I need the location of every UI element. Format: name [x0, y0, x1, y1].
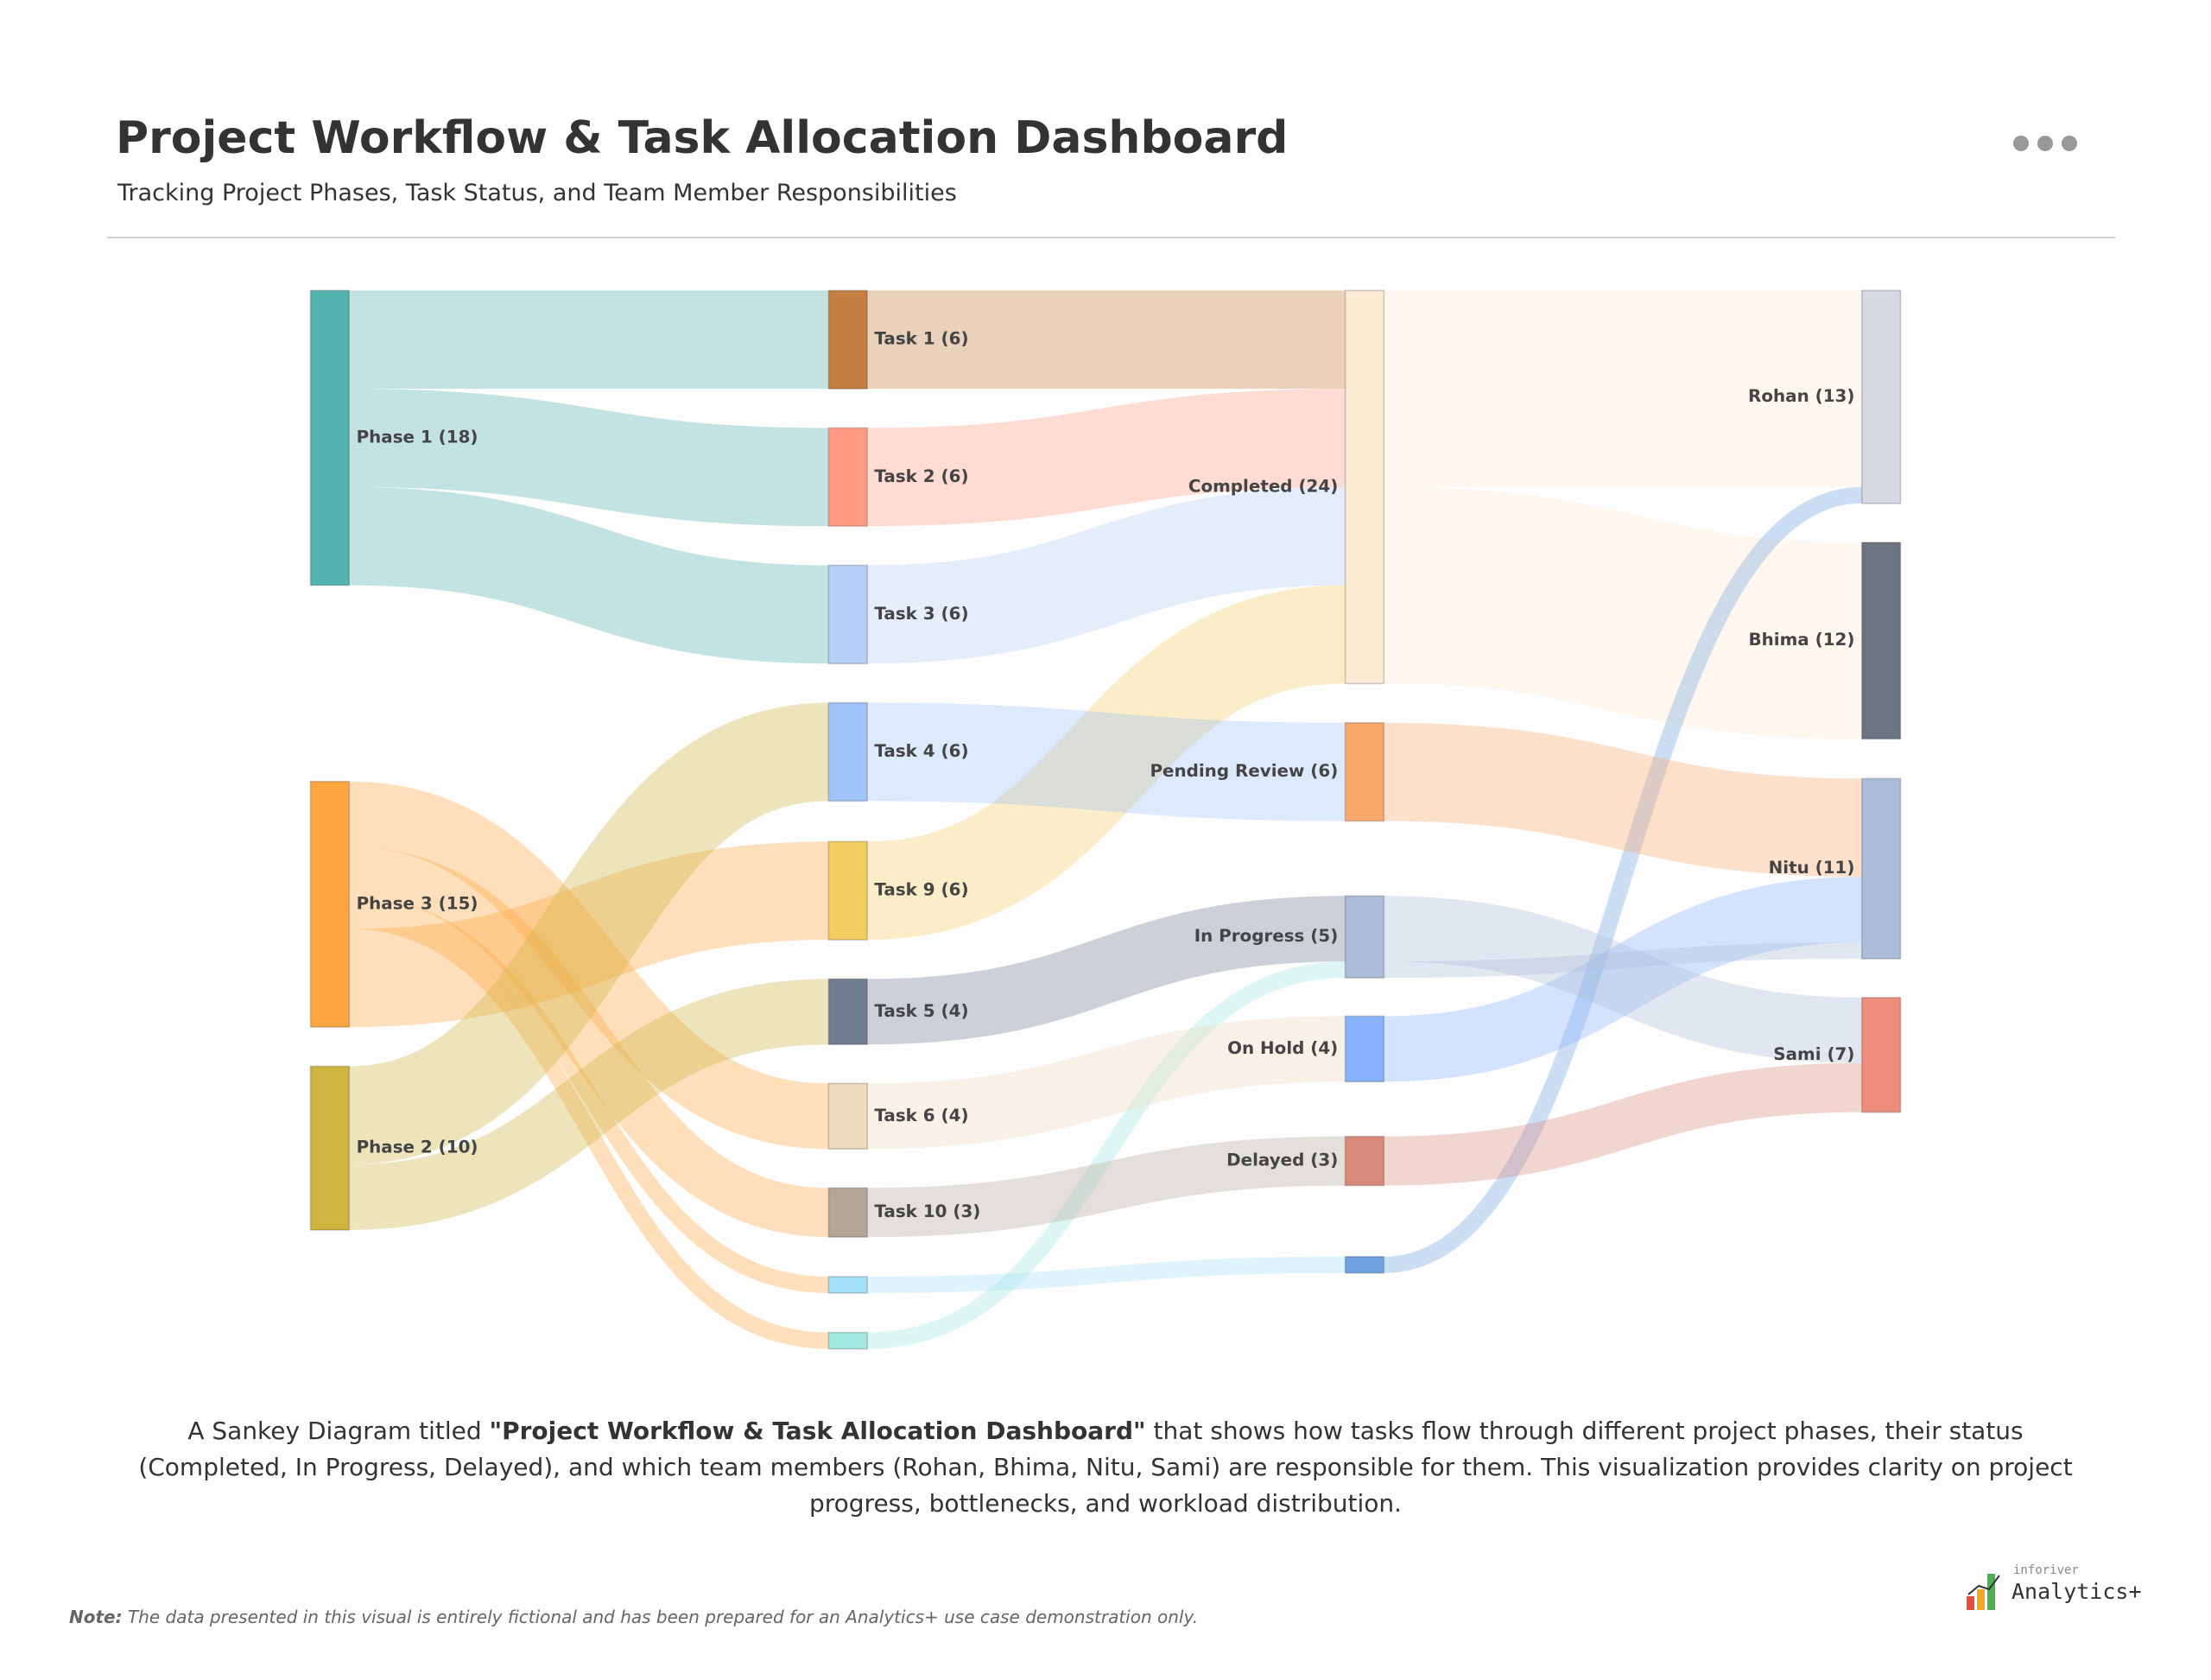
- logo-brand: inforiver: [2013, 1563, 2079, 1577]
- node-label: Task 5 (4): [874, 1001, 968, 1021]
- link: [1384, 941, 1862, 979]
- node-label: Rohan (13): [1748, 386, 1854, 406]
- node-label: Phase 2 (10): [357, 1138, 478, 1157]
- node-label: Nitu (11): [1769, 858, 1855, 878]
- logo-product: Analytics+: [2011, 1579, 2142, 1604]
- link: [349, 841, 829, 1028]
- link: [348, 846, 829, 1238]
- logo-line: [1967, 1575, 2000, 1595]
- menu-dot: [2013, 136, 2029, 151]
- link: [1384, 877, 1862, 1082]
- node: [1860, 997, 1902, 1113]
- node-label: Task 2 (6): [874, 466, 968, 486]
- description-text: that shows how tasks flow through differ…: [138, 1417, 2073, 1518]
- node: [1344, 289, 1385, 685]
- divider: [107, 237, 2115, 238]
- node-label: Task 9 (6): [874, 880, 968, 900]
- node-label: Delayed (3): [1226, 1151, 1338, 1170]
- subtitle: Tracking Project Phases, Task Status, an…: [117, 180, 957, 206]
- link: [867, 1256, 1346, 1294]
- nodes: Phase 1 (18) Phase 3 (15) Phase 2 (10) Task…: [309, 289, 1902, 1350]
- node-label: Task 4 (6): [874, 741, 968, 761]
- logo-bar: [1977, 1589, 1985, 1610]
- node: [827, 1082, 868, 1151]
- node-label: Task 10 (3): [874, 1201, 980, 1221]
- node-label: Completed (24): [1188, 476, 1338, 496]
- node: [1344, 1135, 1385, 1187]
- link: [349, 389, 829, 527]
- link: [348, 781, 830, 1150]
- link: [349, 896, 829, 1294]
- logo-bar: [1987, 1574, 1995, 1610]
- links: [347, 290, 1863, 1349]
- node: [1860, 542, 1902, 740]
- node: [827, 840, 868, 941]
- node-label: Sami (7): [1773, 1044, 1854, 1064]
- note-label: Note:: [69, 1607, 123, 1627]
- link: [865, 585, 1346, 941]
- node-label: Pending Review (6): [1150, 761, 1338, 781]
- node-label: Task 1 (6): [874, 329, 968, 349]
- link: [1384, 722, 1862, 878]
- logo: inforiver Analytics+: [1965, 1563, 2172, 1615]
- menu-dot: [2037, 136, 2053, 151]
- node: [309, 289, 351, 586]
- node: [309, 1065, 351, 1231]
- link: [349, 912, 829, 1349]
- node: [827, 289, 868, 390]
- link: [349, 486, 829, 664]
- logo-bar: [1967, 1596, 1974, 1610]
- node: [309, 780, 351, 1028]
- plot: Phase 1 (18) Phase 3 (15) Phase 2 (10) Task…: [309, 289, 1902, 1350]
- note-text: The data presented in this visual is ent…: [122, 1607, 1199, 1627]
- link: [1384, 1062, 1862, 1186]
- node: [827, 427, 868, 528]
- node: [1344, 1015, 1385, 1083]
- node: [827, 978, 868, 1046]
- more-menu[interactable]: [2013, 136, 2077, 151]
- node: [827, 564, 868, 665]
- node: [1860, 289, 1902, 504]
- node: [1860, 777, 1902, 960]
- link: [347, 702, 831, 1165]
- node: [827, 1187, 868, 1239]
- description-bold: "Project Workflow & Task Allocation Dash…: [489, 1417, 1146, 1445]
- node: [1344, 1256, 1385, 1274]
- node-label: In Progress (5): [1194, 926, 1339, 946]
- node-label: On Hold (4): [1227, 1038, 1338, 1058]
- node: [1344, 895, 1385, 979]
- node-label: Task 6 (4): [874, 1106, 968, 1125]
- sankey-chart: Phase 1 (18) Phase 3 (15) Phase 2 (10) Task…: [309, 136, 2077, 1350]
- title: Project Workflow & Task Allocation Dashb…: [116, 112, 1289, 164]
- description: A Sankey Diagram titled "Project Workflo…: [112, 1413, 2099, 1522]
- node-label: Bhima (12): [1748, 630, 1854, 650]
- link: [1384, 486, 1863, 739]
- description-text: A Sankey Diagram titled: [187, 1417, 490, 1445]
- node: [827, 701, 868, 802]
- node-label: Phase 3 (15): [357, 893, 478, 913]
- node: [1344, 721, 1385, 822]
- node-label: Task 3 (6): [874, 604, 968, 624]
- link: [867, 896, 1346, 1045]
- link: [867, 486, 1346, 664]
- node-label: Phase 1 (18): [357, 427, 478, 447]
- link: [1384, 486, 1862, 1273]
- link: [867, 961, 1346, 1349]
- node: [827, 1331, 868, 1350]
- node: [827, 1276, 868, 1294]
- link: [867, 1016, 1346, 1150]
- menu-dot: [2062, 136, 2077, 151]
- link: [867, 1136, 1346, 1238]
- link: [349, 979, 829, 1231]
- link: [867, 702, 1346, 821]
- link: [867, 389, 1346, 527]
- logo-icon: [1967, 1574, 2000, 1610]
- link: [1384, 896, 1862, 1063]
- note: Note: The data presented in this visual …: [69, 1607, 1198, 1627]
